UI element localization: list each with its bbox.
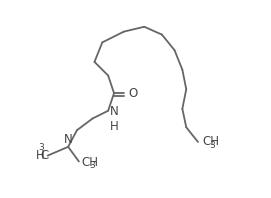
Text: N: N: [110, 105, 119, 118]
Text: 3: 3: [209, 141, 215, 150]
Text: C: C: [40, 149, 49, 162]
Text: H: H: [110, 120, 119, 133]
Text: CH: CH: [202, 135, 219, 148]
Text: O: O: [129, 87, 138, 100]
Text: H: H: [36, 149, 45, 162]
Text: CH: CH: [82, 156, 99, 169]
Text: 3: 3: [89, 161, 95, 170]
Text: N: N: [64, 133, 73, 146]
Text: 3: 3: [38, 143, 44, 152]
